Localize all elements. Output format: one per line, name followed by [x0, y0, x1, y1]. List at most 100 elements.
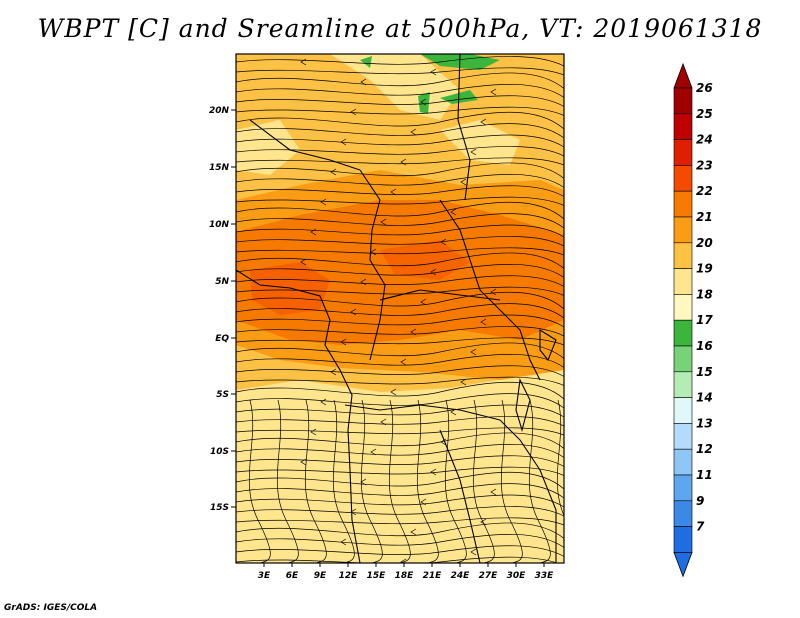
streamline-arrow: [330, 168, 337, 176]
streamline-arrow: [410, 528, 417, 536]
streamline: [236, 522, 564, 539]
colorbar-label: 9: [696, 494, 704, 508]
streamline-arrow: [400, 558, 407, 563]
colorbar-segment: [673, 268, 693, 295]
colorbar-label: 17: [696, 313, 713, 327]
streamline: [236, 286, 564, 296]
streamline: [236, 213, 564, 229]
streamline: [236, 67, 564, 76]
streamline-arrow: [490, 288, 497, 296]
streamline-arrow: [450, 408, 457, 416]
streamline: [236, 534, 564, 548]
streamline-arrow: [300, 458, 307, 466]
colorbar-segment: [673, 319, 693, 347]
streamline-arrow: [450, 208, 457, 216]
colorbar-label: 11: [696, 468, 713, 482]
streamline: [236, 162, 564, 179]
colorbar: 26 25 24 23 22 21 20 19 18 17 16 15 14 13 12 11 9 7: [673, 62, 713, 578]
streamline: [236, 455, 564, 467]
wbpt-shading-23b: [380, 240, 470, 280]
streamline: [236, 275, 564, 287]
streamline-arrow: [310, 228, 317, 236]
streamline-arrow: [480, 118, 487, 126]
streamline: [236, 196, 564, 206]
streamline-south: [556, 399, 564, 517]
streamline-south: [332, 399, 355, 563]
colorbar-label: 26: [696, 81, 713, 95]
colorbar-top-arrow: [673, 62, 693, 89]
streamline-arrow: [480, 318, 487, 326]
streamline-arrow: [330, 368, 337, 376]
coastlines-borders: [236, 54, 557, 563]
lon-tick-label: 15E: [367, 571, 387, 581]
streamline-arrow: [340, 538, 347, 546]
lat-tick-label: 15N: [209, 163, 230, 173]
streamline-south: [472, 399, 495, 563]
streamline-arrow: [470, 148, 477, 156]
lat-tick-label: 10N: [209, 220, 230, 230]
streamline: [236, 252, 564, 269]
colorbar-bottom-arrow: [673, 552, 693, 578]
streamline: [236, 494, 564, 508]
colorbar-segment: [673, 397, 693, 424]
colorbar-label: 16: [696, 339, 713, 353]
streamline: [236, 466, 564, 476]
streamline: [236, 146, 564, 157]
streamline: [236, 84, 564, 98]
streamline-arrow: [350, 108, 357, 116]
colorbar-segment: [673, 474, 693, 502]
streamline: [236, 291, 564, 310]
streamline-arrow: [300, 258, 307, 266]
streamline: [236, 483, 564, 499]
streamline-arrow: [410, 128, 417, 136]
longitude-axis: 3E 6E 9E 12E 15E 18E 21E 24E 27E 30E 33E: [258, 563, 554, 581]
streamline-arrow: [470, 348, 477, 356]
streamline-arrow: [420, 298, 427, 306]
lat-tick-label: EQ: [215, 334, 229, 344]
colorbar-segment: [673, 423, 693, 450]
streamline-arrow: [430, 468, 437, 476]
streamline-south: [444, 399, 467, 563]
streamline: [236, 134, 564, 148]
streamline-arrow: [440, 238, 447, 246]
streamline: [236, 72, 564, 89]
streamline-arrow: [380, 218, 387, 226]
streamline-south: [416, 399, 439, 563]
streamline-arrow: [320, 398, 327, 406]
streamline-south: [360, 399, 383, 563]
lon-tick-label: 9E: [314, 571, 327, 581]
streamline-arrow: [390, 388, 397, 396]
streamline: [236, 264, 564, 278]
streamline: [236, 236, 564, 247]
latitude-axis: 20N 15N 10N 5N EQ 5S 10S 15S: [209, 106, 236, 513]
colorbar-label: 12: [696, 442, 713, 456]
streamline-arrow: [460, 178, 467, 186]
streamline-arrow: [470, 548, 477, 556]
streamline-arrow: [340, 138, 347, 146]
streamline-arrow: [310, 428, 317, 436]
streamline-south: [248, 399, 271, 563]
streamline-south: [276, 399, 299, 563]
chart-title: WBPT [C] and Sreamline at 500hPa, VT: 20…: [37, 14, 763, 43]
streamline: [236, 185, 564, 197]
colorbar-label: 18: [696, 287, 713, 301]
streamline-arrow: [320, 198, 327, 206]
colorbar-segment: [673, 216, 693, 244]
streamline: [236, 381, 564, 400]
streamline-arrow: [360, 278, 367, 286]
streamline-arrow: [400, 358, 407, 366]
streamline: [236, 517, 564, 526]
streamline-arrow: [350, 308, 357, 316]
streamline-arrow: [430, 268, 437, 276]
colorbar-segment: [673, 345, 693, 373]
lon-tick-label: 3E: [258, 571, 271, 581]
streamline-south: [528, 399, 551, 563]
streamline: [236, 444, 564, 458]
streamline: [236, 157, 564, 166]
streamline-south: [304, 399, 327, 563]
colorbar-label: 14: [696, 391, 713, 405]
streamline-arrow: [370, 448, 377, 456]
wbpt-shading-17d: [418, 92, 430, 114]
colorbar-segment: [673, 500, 693, 527]
